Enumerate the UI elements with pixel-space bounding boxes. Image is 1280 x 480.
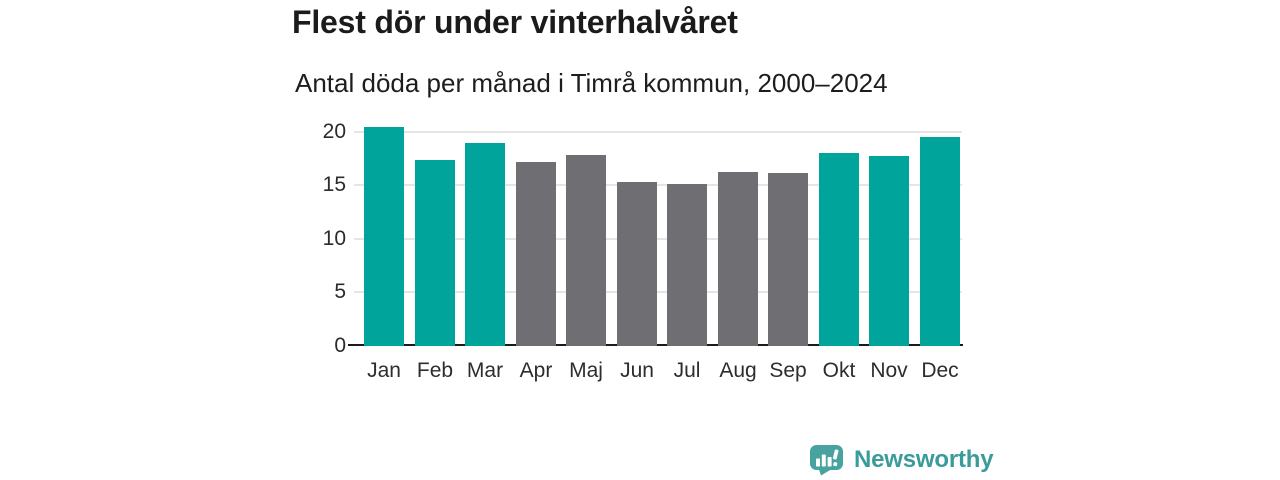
bar-jun <box>617 182 657 346</box>
x-axis-tick-label-maj: Maj <box>569 359 603 382</box>
logo-bar-tall <box>821 454 826 467</box>
newsworthy-logo: Newsworthy <box>808 441 994 479</box>
x-axis-tick-label-dec: Dec <box>921 359 959 382</box>
bar-aug <box>718 172 758 346</box>
newsworthy-logo-icon <box>810 445 843 476</box>
x-axis-tick-label-feb: Feb <box>416 359 454 382</box>
bar-jan <box>364 127 404 346</box>
x-axis-tick-label-jun: Jun <box>620 359 654 382</box>
x-axis-tick-label-jul: Jul <box>673 359 701 382</box>
bar-mar <box>465 143 505 346</box>
bar-sep <box>768 173 808 346</box>
y-gridline-20 <box>354 130 962 133</box>
bar-apr <box>516 161 556 346</box>
x-axis-tick-label-nov: Nov <box>870 359 908 382</box>
bar-nov <box>869 156 909 346</box>
y-axis-tick-label-10: 10 <box>322 226 346 250</box>
x-axis-tick-label-sep: Sep <box>769 359 807 382</box>
bar-jul <box>667 184 707 346</box>
y-axis-tick-label-15: 15 <box>322 173 346 197</box>
bar-feb <box>415 159 455 346</box>
bar-maj <box>566 155 606 346</box>
x-axis-tick-label-aug: Aug <box>719 359 757 382</box>
y-axis-tick-label-20: 20 <box>322 119 346 143</box>
bar-dec <box>920 137 960 346</box>
bar-okt <box>819 153 859 346</box>
x-axis-tick-label-mar: Mar <box>466 359 504 382</box>
chart-subtitle: Antal döda per månad i Timrå kommun, 200… <box>295 68 888 98</box>
logo-exclamation-dot <box>833 462 838 467</box>
logo-bar-medium <box>827 457 832 467</box>
y-gridline-10 <box>354 237 962 240</box>
logo-exclamation-line <box>832 449 839 460</box>
x-axis-tick-label-okt: Okt <box>822 359 856 382</box>
logo-bar-short <box>816 458 820 467</box>
x-axis-tick-label-jan: Jan <box>367 359 401 382</box>
y-gridline-15 <box>354 184 962 187</box>
y-axis-tick-label-5: 5 <box>334 280 346 304</box>
chart-title: Flest dör under vinterhalvåret <box>292 4 738 40</box>
y-gridline-5 <box>354 291 962 294</box>
x-axis-tick-label-apr: Apr <box>519 359 553 382</box>
y-axis-tick-label-0: 0 <box>334 334 346 357</box>
newsworthy-logo-text: Newsworthy <box>854 446 994 473</box>
